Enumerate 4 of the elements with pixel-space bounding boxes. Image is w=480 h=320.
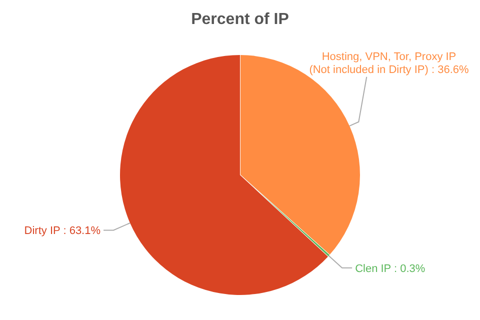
- slice-label: Hosting, VPN, Tor, Proxy IP (Not included in Dirty IP) : 36.6%: [309, 50, 469, 76]
- chart-title: Percent of IP: [191, 11, 290, 28]
- slice-label: Dirty IP : 63.1%: [24, 225, 101, 238]
- slice-label: Clen IP : 0.3%: [355, 262, 426, 275]
